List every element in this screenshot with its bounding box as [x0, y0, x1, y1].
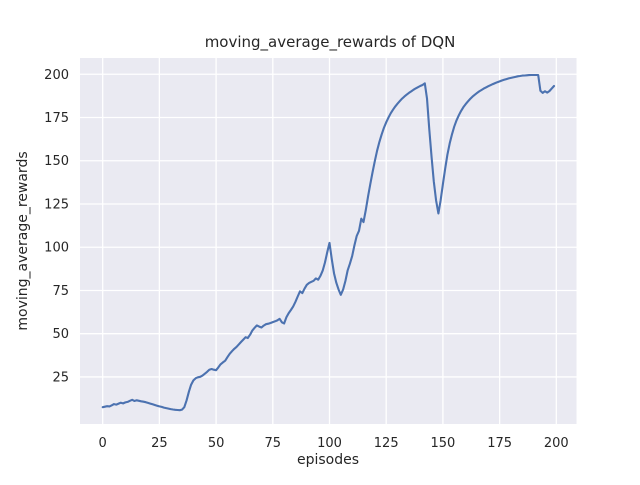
reward-line — [101, 73, 556, 412]
x-tick-label: 0 — [99, 436, 107, 451]
y-tick-label: 75 — [52, 284, 69, 299]
y-tick-label: 100 — [44, 241, 69, 256]
x-tick-label: 150 — [430, 436, 455, 451]
plot-area — [80, 58, 577, 424]
y-tick-label: 175 — [44, 111, 69, 126]
tick-labels: 0 25 50 75 100 125 150 175 200 25 50 75 100 125 150 175… — [44, 68, 569, 451]
y-tick-label: 50 — [52, 327, 69, 342]
y-tick-label: 125 — [44, 197, 69, 212]
y-tick-label: 150 — [44, 154, 69, 169]
x-tick-label: 200 — [544, 436, 569, 451]
x-tick-label: 75 — [265, 436, 282, 451]
x-tick-label: 125 — [374, 436, 399, 451]
x-axis-label: episodes — [297, 452, 359, 468]
x-tick-label: 175 — [487, 436, 512, 451]
y-tick-label: 25 — [52, 370, 69, 385]
x-tick-label: 100 — [317, 436, 342, 451]
x-tick-label: 25 — [151, 436, 168, 451]
y-axis-label: moving_average_rewards — [15, 151, 31, 330]
y-tick-label: 200 — [44, 68, 69, 83]
chart-title: moving_average_rewards of DQN — [205, 33, 456, 52]
x-tick-label: 50 — [208, 436, 225, 451]
